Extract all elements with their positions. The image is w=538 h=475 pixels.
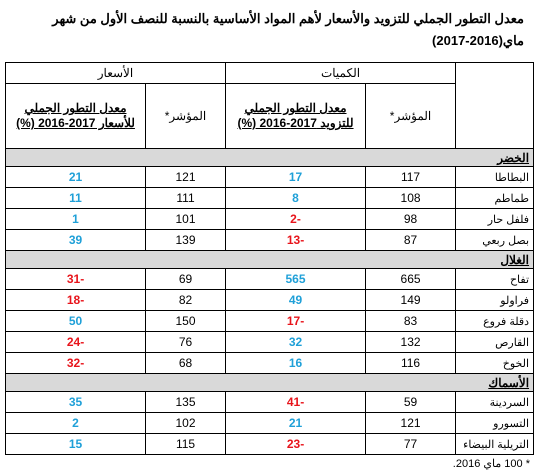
quantity-growth: 16 [225, 352, 367, 374]
data-row: فلفل حار 98 -2 101 1 [4, 208, 535, 230]
quantity-growth: -2 [225, 208, 367, 230]
data-row: بصل ربعي 87 -13 139 39 [4, 229, 535, 251]
quantity-growth: -17 [225, 310, 367, 332]
quantity-index: 59 [365, 391, 457, 413]
product-name: فلفل حار [455, 208, 535, 230]
footnote: * 100 ماي 2016. [452, 458, 530, 470]
data-row: تفاح 665 565 69 -31 [4, 268, 535, 290]
price-growth: 15 [4, 433, 147, 455]
subheader: المؤشر* [365, 83, 457, 149]
quantity-index: 116 [365, 352, 457, 374]
price-growth: 35 [4, 391, 147, 413]
data-row: دقلة فروع 83 -17 150 50 [4, 310, 535, 332]
price-index: 115 [145, 433, 227, 455]
quantity-index: 117 [365, 166, 457, 188]
price-growth: 2 [4, 412, 147, 434]
quantity-index: 132 [365, 331, 457, 353]
price-index: 139 [145, 229, 227, 251]
subheader: معدل التطور الجملي للتزويد 2017-2016 (%) [225, 83, 367, 149]
section-name: الخضر [4, 148, 535, 167]
data-row: طماطم 108 8 111 11 [4, 187, 535, 209]
group-header: الأسعار [4, 62, 227, 84]
price-growth: 11 [4, 187, 147, 209]
quantity-growth: -23 [225, 433, 367, 455]
product-name: فراولو [455, 289, 535, 311]
product-name: طماطم [455, 187, 535, 209]
quantity-growth: 21 [225, 412, 367, 434]
quantity-index: 665 [365, 268, 457, 290]
price-index: 135 [145, 391, 227, 413]
product-name: التسورو [455, 412, 535, 434]
product-name: القارص [455, 331, 535, 353]
quantity-growth: -13 [225, 229, 367, 251]
price-growth: 50 [4, 310, 147, 332]
price-growth: -31 [4, 268, 147, 290]
product-name: بصل ربعي [455, 229, 535, 251]
product-name: الخوخ [455, 352, 535, 374]
section-name: الغلال [4, 250, 535, 269]
price-index: 101 [145, 208, 227, 230]
price-index: 76 [145, 331, 227, 353]
price-index: 69 [145, 268, 227, 290]
price-growth: -18 [4, 289, 147, 311]
product-name: التريلية البيضاء [455, 433, 535, 455]
quantity-index: 108 [365, 187, 457, 209]
product-name: السردينة [455, 391, 535, 413]
quantity-growth: 32 [225, 331, 367, 353]
subheader: المؤشر* [145, 83, 227, 149]
data-row: الخوخ 116 16 68 -32 [4, 352, 535, 374]
price-growth: -24 [4, 331, 147, 353]
data-row: التريلية البيضاء 77 -23 115 15 [4, 433, 535, 455]
price-index: 102 [145, 412, 227, 434]
price-growth: -32 [4, 352, 147, 374]
price-index: 111 [145, 187, 227, 209]
quantity-index: 121 [365, 412, 457, 434]
section-row: الغلال [4, 250, 535, 269]
price-growth: 21 [4, 166, 147, 188]
quantity-index: 77 [365, 433, 457, 455]
data-row: التسورو 121 21 102 2 [4, 412, 535, 434]
price-growth: 39 [4, 229, 147, 251]
table-body: الخضر البطاطا 117 17 121 21 طماطم 108 8 111 11 فلفل… [4, 148, 535, 455]
product-name: تفاح [455, 268, 535, 290]
subheader: معدل التطور الجملي للأسعار 2017-2016 (%) [4, 83, 147, 149]
quantity-growth: 17 [225, 166, 367, 188]
price-growth: 1 [4, 208, 147, 230]
table: الكميات الأسعار المؤشر* معدل التطور الجم… [4, 62, 535, 455]
product-name: البطاطا [455, 166, 535, 188]
data-row: البطاطا 117 17 121 21 [4, 166, 535, 188]
section-row: الخضر [4, 148, 535, 167]
group-header: الكميات [225, 62, 457, 84]
section-name: الأسماك [4, 373, 535, 392]
data-row: القارص 132 32 76 -24 [4, 331, 535, 353]
quantity-index: 83 [365, 310, 457, 332]
price-index: 82 [145, 289, 227, 311]
data-row: السردينة 59 -41 135 35 [4, 391, 535, 413]
section-row: الأسماك [4, 373, 535, 392]
quantity-growth: -41 [225, 391, 367, 413]
quantity-index: 98 [365, 208, 457, 230]
data-row: فراولو 149 49 82 -18 [4, 289, 535, 311]
quantity-index: 149 [365, 289, 457, 311]
product-name: دقلة فروع [455, 310, 535, 332]
title: معدل التطور الجملي للتزويد والأسعار لأهم… [9, 8, 524, 52]
price-index: 121 [145, 166, 227, 188]
quantity-index: 87 [365, 229, 457, 251]
title-line: معدل التطور الجملي للتزويد والأسعار لأهم… [52, 11, 524, 26]
quantity-growth: 8 [225, 187, 367, 209]
price-index: 68 [145, 352, 227, 374]
quantity-growth: 49 [225, 289, 367, 311]
price-index: 150 [145, 310, 227, 332]
title-line: ماي(2016-2017) [432, 33, 524, 48]
corner [455, 62, 535, 149]
quantity-growth: 565 [225, 268, 367, 290]
